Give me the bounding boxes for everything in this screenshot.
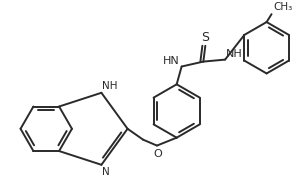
Text: N: N [102,167,110,177]
Text: CH₃: CH₃ [274,2,293,12]
Text: HN: HN [163,55,180,66]
Text: S: S [201,31,209,44]
Text: O: O [154,149,162,158]
Text: NH: NH [102,81,118,91]
Text: NH: NH [226,49,243,59]
